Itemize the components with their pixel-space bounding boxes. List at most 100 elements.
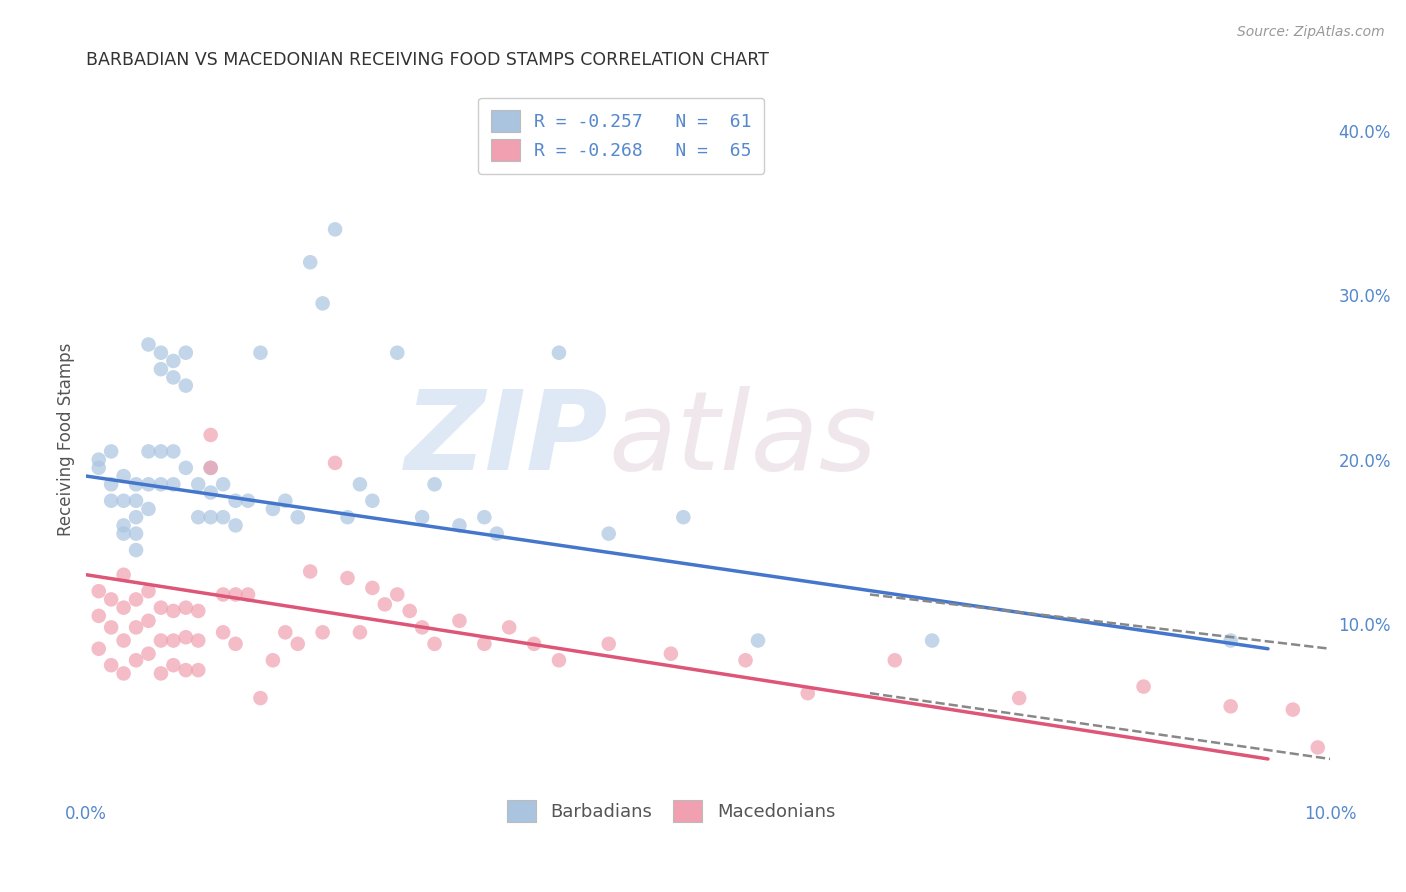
Point: [187, 604, 209, 618]
Point: [299, 565, 322, 579]
Point: [734, 653, 756, 667]
Point: [112, 666, 135, 681]
Point: [162, 604, 184, 618]
Point: [659, 647, 682, 661]
Point: [100, 493, 122, 508]
Point: [598, 526, 620, 541]
Point: [598, 637, 620, 651]
Point: [174, 630, 197, 644]
Point: [498, 620, 520, 634]
Point: [149, 345, 172, 359]
Point: [138, 614, 160, 628]
Point: [125, 653, 148, 667]
Point: [423, 477, 446, 491]
Point: [411, 620, 433, 634]
Point: [672, 510, 695, 524]
Point: [349, 477, 371, 491]
Point: [162, 354, 184, 368]
Point: [174, 460, 197, 475]
Point: [100, 444, 122, 458]
Point: [162, 477, 184, 491]
Point: [262, 653, 284, 667]
Point: [138, 477, 160, 491]
Point: [1219, 699, 1241, 714]
Point: [125, 510, 148, 524]
Point: [112, 469, 135, 483]
Point: [200, 428, 222, 442]
Point: [187, 633, 209, 648]
Y-axis label: Receiving Food Stamps: Receiving Food Stamps: [58, 343, 75, 536]
Point: [449, 518, 471, 533]
Point: [1008, 691, 1031, 706]
Point: [1219, 633, 1241, 648]
Point: [249, 691, 271, 706]
Point: [138, 647, 160, 661]
Point: [1132, 680, 1154, 694]
Point: [87, 641, 110, 656]
Point: [225, 587, 247, 601]
Point: [274, 493, 297, 508]
Point: [149, 477, 172, 491]
Point: [225, 493, 247, 508]
Point: [174, 663, 197, 677]
Point: [149, 600, 172, 615]
Point: [299, 255, 322, 269]
Point: [125, 543, 148, 558]
Point: [249, 345, 271, 359]
Point: [87, 460, 110, 475]
Point: [100, 477, 122, 491]
Point: [112, 633, 135, 648]
Point: [187, 510, 209, 524]
Point: [548, 653, 571, 667]
Point: [174, 378, 197, 392]
Point: [149, 633, 172, 648]
Point: [548, 345, 571, 359]
Point: [125, 620, 148, 634]
Point: [387, 587, 409, 601]
Point: [411, 510, 433, 524]
Point: [87, 608, 110, 623]
Legend: Barbadians, Macedonians: Barbadians, Macedonians: [494, 787, 848, 834]
Point: [212, 587, 235, 601]
Point: [485, 526, 508, 541]
Point: [274, 625, 297, 640]
Point: [149, 666, 172, 681]
Point: [112, 518, 135, 533]
Point: [138, 444, 160, 458]
Point: [162, 370, 184, 384]
Point: [449, 614, 471, 628]
Point: [200, 460, 222, 475]
Text: atlas: atlas: [609, 385, 877, 492]
Point: [311, 625, 333, 640]
Point: [138, 584, 160, 599]
Point: [200, 460, 222, 475]
Point: [162, 658, 184, 673]
Point: [200, 485, 222, 500]
Point: [87, 584, 110, 599]
Point: [100, 592, 122, 607]
Point: [174, 345, 197, 359]
Point: [100, 620, 122, 634]
Point: [112, 493, 135, 508]
Point: [225, 637, 247, 651]
Point: [149, 444, 172, 458]
Point: [747, 633, 769, 648]
Point: [1282, 703, 1305, 717]
Point: [921, 633, 943, 648]
Point: [112, 567, 135, 582]
Point: [423, 637, 446, 651]
Point: [1306, 740, 1329, 755]
Point: [162, 633, 184, 648]
Point: [311, 296, 333, 310]
Point: [287, 637, 309, 651]
Point: [236, 493, 259, 508]
Point: [125, 477, 148, 491]
Point: [262, 502, 284, 516]
Point: [112, 600, 135, 615]
Point: [162, 444, 184, 458]
Point: [796, 686, 818, 700]
Point: [323, 222, 346, 236]
Point: [336, 510, 359, 524]
Point: [112, 526, 135, 541]
Point: [225, 518, 247, 533]
